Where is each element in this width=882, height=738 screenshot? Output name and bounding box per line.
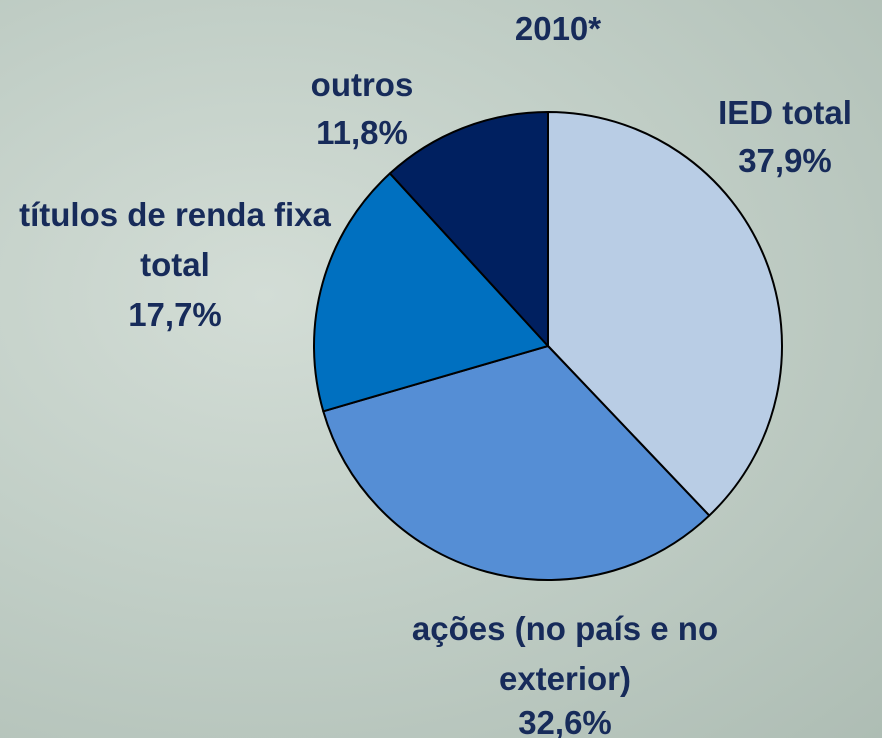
value-label: 37,9%	[685, 136, 882, 186]
value-label: 32,6%	[465, 698, 665, 738]
page: 2010* IED total37,9% ações (no país e no …	[0, 0, 882, 738]
value-label: 17,7%	[75, 290, 275, 340]
slice-label: ações (no país e no exterior)	[405, 604, 725, 704]
slice-label: títulos de renda fixa total	[5, 190, 345, 290]
chart-title: 2010*	[458, 4, 658, 54]
slice-label: outros	[262, 60, 462, 110]
value-label: 11,8%	[262, 108, 462, 158]
slice-label: IED total	[685, 88, 882, 138]
